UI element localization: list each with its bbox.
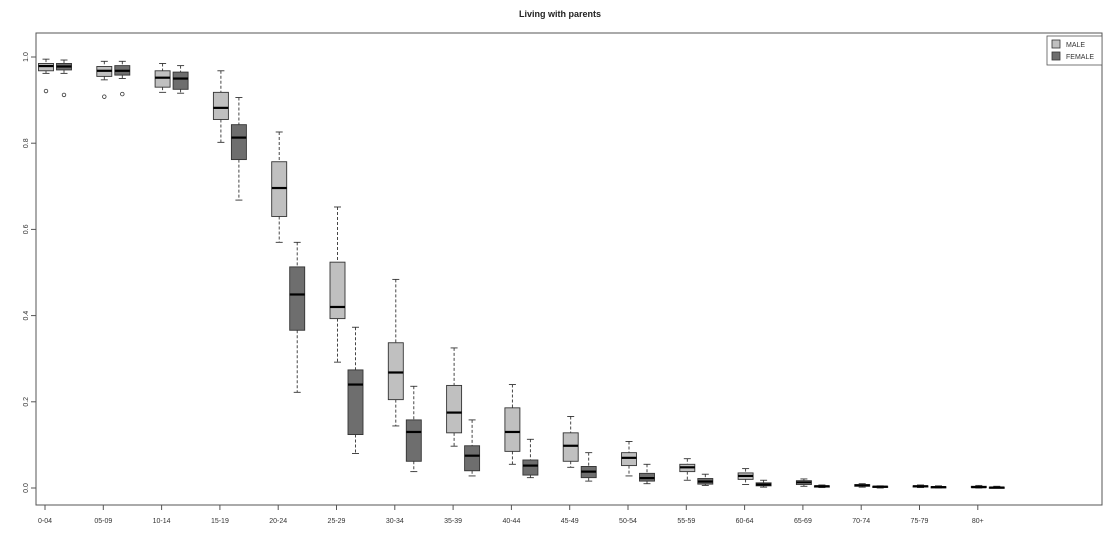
box-male-55-59	[679, 458, 696, 481]
box-female-25-29	[347, 326, 364, 454]
x-axis: 0-04 05-09 10-14 15-19 20-24 25-29 30-34 35-39 4…	[38, 504, 984, 525]
box-male-30-34	[387, 278, 404, 427]
box-female-20-24	[289, 241, 306, 393]
box-female-40-44	[522, 438, 539, 479]
x-tick-label: 80+	[972, 518, 984, 525]
box-male-70-74	[854, 483, 871, 488]
outlier-point	[61, 92, 67, 98]
box-male-10-14	[154, 63, 171, 93]
box-male-75-79	[912, 484, 929, 489]
box-female-0-04	[56, 59, 72, 98]
x-tick-label: 40-44	[502, 518, 520, 525]
box-iqr	[172, 71, 189, 90]
box-iqr	[405, 419, 422, 462]
box-female-10-14	[172, 65, 189, 94]
box-male-0-04	[38, 58, 54, 94]
box-male-60-64	[737, 468, 754, 486]
box-iqr	[562, 432, 579, 462]
box-male-50-54	[621, 441, 637, 477]
outlier-point	[43, 88, 49, 94]
box-female-60-64	[755, 479, 772, 488]
legend-label-male: MALE	[1066, 42, 1085, 49]
y-tick-label: 0.6	[23, 224, 30, 234]
x-tick-label: 55-59	[677, 518, 695, 525]
x-tick-label: 70-74	[852, 518, 870, 525]
legend-label-female: FEMALE	[1066, 54, 1094, 61]
box-female-05-09	[114, 60, 131, 97]
box-iqr	[329, 261, 346, 320]
x-tick-label: 65-69	[794, 518, 812, 525]
box-male-40-44	[504, 384, 521, 465]
x-tick-label: 75-79	[911, 518, 929, 525]
x-tick-label: 25-29	[328, 518, 346, 525]
x-tick-label: 60-64	[736, 518, 754, 525]
box-female-55-59	[697, 473, 714, 486]
outlier-point	[120, 91, 125, 97]
box-series	[38, 58, 1005, 489]
box-male-45-49	[562, 416, 579, 468]
y-tick-label: 0.8	[23, 138, 30, 148]
box-female-75-79	[930, 485, 947, 489]
box-female-50-54	[639, 463, 655, 485]
x-tick-label: 50-54	[619, 518, 637, 525]
box-iqr	[446, 384, 463, 434]
legend-swatch-male	[1051, 39, 1061, 49]
x-tick-label: 35-39	[444, 518, 462, 525]
box-female-70-74	[872, 485, 889, 489]
box-male-05-09	[96, 60, 113, 99]
x-tick-label: 10-14	[153, 518, 171, 525]
box-iqr	[347, 369, 364, 436]
y-tick-label: 0.2	[23, 397, 30, 407]
box-iqr	[387, 342, 404, 401]
box-female-35-39	[464, 419, 481, 477]
box-iqr	[522, 459, 539, 476]
x-tick-label: 15-19	[211, 518, 229, 525]
box-iqr	[230, 124, 247, 161]
box-iqr	[154, 70, 171, 88]
outlier-point	[102, 94, 107, 99]
y-tick-label: 0.4	[23, 311, 30, 321]
box-male-20-24	[271, 131, 288, 243]
box-male-80+	[970, 484, 987, 489]
x-tick-label: 45-49	[561, 518, 579, 525]
box-iqr	[504, 407, 521, 452]
box-iqr	[464, 445, 481, 472]
box-female-15-19	[230, 97, 247, 201]
y-tick-label: 0.0	[23, 483, 30, 493]
legend: MALE FEMALE	[1046, 35, 1103, 66]
legend-swatch-female	[1051, 51, 1061, 61]
box-male-25-29	[329, 206, 346, 363]
box-male-15-19	[212, 70, 229, 143]
box-male-65-69	[795, 478, 812, 487]
y-axis: 0.0 0.2 0.4 0.6 0.8 1.0	[23, 52, 37, 493]
box-male-35-39	[446, 347, 463, 447]
x-tick-label: 0-04	[38, 518, 52, 525]
x-tick-label: 05-09	[94, 518, 112, 525]
x-tick-label: 20-24	[269, 518, 287, 525]
box-iqr	[289, 266, 306, 331]
box-female-80+	[988, 485, 1005, 489]
chart-title: Living with parents	[519, 9, 601, 19]
box-female-45-49	[580, 452, 597, 482]
box-female-30-34	[405, 385, 422, 473]
box-iqr	[212, 91, 229, 120]
box-iqr	[621, 452, 637, 467]
box-female-65-69	[813, 484, 830, 489]
x-tick-label: 30-34	[386, 518, 404, 525]
y-tick-label: 1.0	[23, 52, 30, 62]
